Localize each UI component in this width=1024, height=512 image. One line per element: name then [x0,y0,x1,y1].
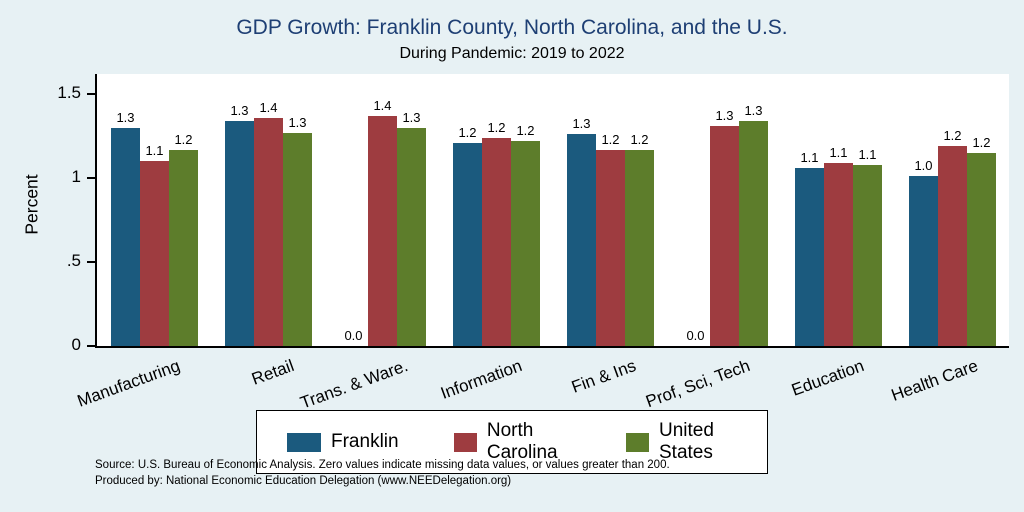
bar-united-states [625,150,654,346]
y-tick-mark [87,261,95,264]
legend-swatch [453,432,477,452]
bar-value-label: 1.4 [259,100,278,115]
bar-franklin [225,121,254,346]
bar-value-label: 0.0 [344,328,363,343]
bar-north-carolina [482,138,511,346]
y-tick-label: 1.5 [57,83,81,103]
bar-united-states [169,150,198,346]
bar-value-label: 1.2 [972,135,991,150]
bar-value-label: 1.2 [174,132,193,147]
bar-value-label: 1.2 [943,128,962,143]
bar-value-label: 1.3 [116,110,135,125]
source-line-2: Produced by: National Economic Education… [95,475,512,488]
bar-franklin [111,128,140,346]
x-axis-label: Trans. & Ware. [297,356,411,413]
bar-value-label: 1.4 [373,98,392,113]
chart-subtitle: During Pandemic: 2019 to 2022 [399,45,625,62]
bar-value-label: 1.3 [715,108,734,123]
x-axis-label: Prof, Sci, Tech [643,356,753,412]
legend-label: North Carolina [486,420,558,463]
legend-label: United States [659,420,714,463]
y-tick-label: .5 [66,251,81,271]
x-axis-labels: Manufacturing Retail Trans. & Ware. Informa… [75,350,1007,413]
plot-area: 0 .5 1 1.5 1.3 1.3 0.0 1.2 1.3 0.0 1.1 1.0 1.1 1.4 1.4… [57,74,1009,354]
bar-north-carolina [938,146,967,346]
chart-area: Percent 0 .5 1 1.5 1.3 1.3 0.0 1.2 1.3 0.0 1.1 1.0 1… [22,74,1009,413]
bar-franklin [795,168,824,346]
bar-value-label: 1.2 [601,132,620,147]
bar-united-states [511,141,540,346]
bar-value-label: 1.3 [288,115,307,130]
x-axis-label: Retail [249,356,297,389]
bar-value-label: 1.2 [458,125,477,140]
bar-value-label: 1.3 [572,116,591,131]
bar-franklin [909,176,938,346]
chart-title: GDP Growth: Franklin County, North Carol… [236,16,788,39]
y-tick-label: 0 [71,335,81,354]
bar-united-states [853,165,882,346]
bar-north-carolina [140,161,169,346]
y-tick-mark [87,345,95,347]
bar-united-states [739,121,768,346]
y-tick-mark [87,177,95,180]
bar-value-label: 1.3 [402,110,421,125]
x-axis-label: Health Care [888,356,981,405]
bar-value-label: 1.1 [145,143,164,158]
bar-value-label: 1.0 [914,158,933,173]
legend: Franklin North Carolina United States [256,410,768,474]
bar-value-label: 0.0 [686,328,705,343]
x-axis-label: Education [788,356,867,400]
bar-north-carolina [368,116,397,346]
bar-united-states [283,133,312,346]
source-line-1: Source: U.S. Bureau of Economic Analysis… [95,459,670,471]
x-axis-label: Fin & Ins [568,356,639,397]
y-axis-title: Percent [21,174,42,235]
bar-value-label: 1.2 [630,132,649,147]
x-axis-label: Manufacturing [74,356,183,411]
legend-swatch [625,432,649,452]
legend-label: Franklin [331,431,399,452]
bar-united-states [397,128,426,346]
legend-swatch [287,432,321,452]
legend-item: Franklin [287,431,399,453]
bar-value-label: 1.2 [516,123,535,138]
y-tick-label: 1 [71,167,81,187]
bar-north-carolina [596,150,625,346]
bar-value-label: 1.1 [829,145,848,160]
x-axis-label: Information [438,356,525,403]
bar-north-carolina [254,118,283,346]
legend-item: North Carolina [453,420,571,464]
bar-value-label: 1.1 [800,150,819,165]
bar-value-label: 1.3 [744,103,763,118]
bar-value-label: 1.2 [487,120,506,135]
y-tick-mark [87,93,95,96]
bar-north-carolina [710,126,739,346]
bar-north-carolina [824,163,853,346]
bar-united-states [967,153,996,346]
bar-value-label: 1.3 [230,103,249,118]
source-note: Source: U.S. Bureau of Economic Analysis… [95,457,670,489]
bar-franklin [453,143,482,346]
bar-value-label: 1.1 [858,147,877,162]
legend-item: United States [625,420,737,464]
bar-franklin [567,134,596,346]
